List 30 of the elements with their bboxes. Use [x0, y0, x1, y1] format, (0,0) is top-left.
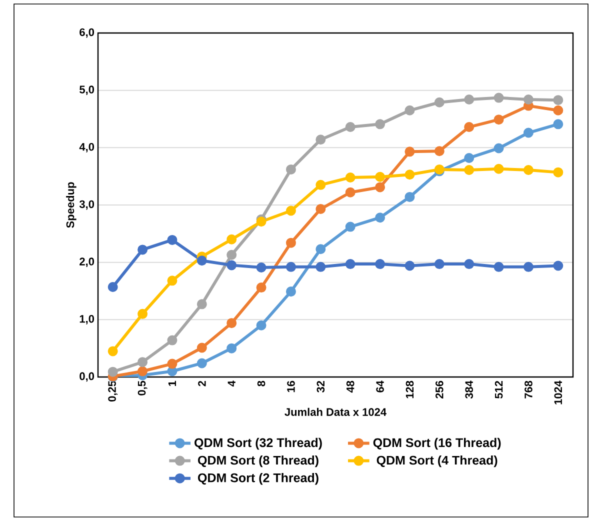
- x-tick-label: 1: [168, 380, 176, 386]
- y-tick-label: 2,0: [80, 258, 94, 268]
- legend-label: QDM Sort (8 Thread): [198, 455, 318, 468]
- legend-label: QDM Sort (32 Thread): [194, 438, 322, 450]
- y-tick-label: 1,0: [80, 314, 94, 324]
- x-tick-label: 1024: [554, 380, 562, 404]
- x-tick-label: 4: [228, 380, 236, 386]
- x-tick-label: 768: [524, 380, 532, 398]
- legend-label: QDM Sort (2 Thread): [198, 473, 318, 485]
- x-tick-label: 128: [406, 380, 414, 398]
- x-tick-label: 32: [316, 380, 325, 393]
- x-tick-label: 256: [436, 380, 444, 398]
- x-tick-label: 2: [198, 380, 206, 386]
- x-tick-label: 0,5: [138, 380, 148, 396]
- x-tick-label: 64: [376, 380, 384, 392]
- x-tick-label: 48: [346, 380, 354, 393]
- y-axis-title: Speedup: [66, 182, 76, 228]
- y-tick-label: 3,0: [79, 200, 94, 210]
- legend-label: QDM Sort (4 Thread): [376, 455, 498, 468]
- legend-label: QDM Sort (16 Thread): [373, 438, 501, 450]
- x-tick-label: 384: [465, 380, 473, 399]
- x-tick-label: 0,25: [108, 380, 118, 402]
- x-tick-label: 8: [257, 380, 266, 386]
- x-axis-title: Jumlah Data x 1024: [284, 408, 386, 416]
- y-tick-label: 4,0: [79, 142, 94, 152]
- y-tick-label: 6,0: [80, 28, 94, 38]
- y-tick-label: 5,0: [80, 86, 94, 96]
- y-tick-label: 0,0: [80, 372, 94, 382]
- x-tick-label: 512: [494, 380, 503, 399]
- x-tick-label: 16: [287, 380, 295, 392]
